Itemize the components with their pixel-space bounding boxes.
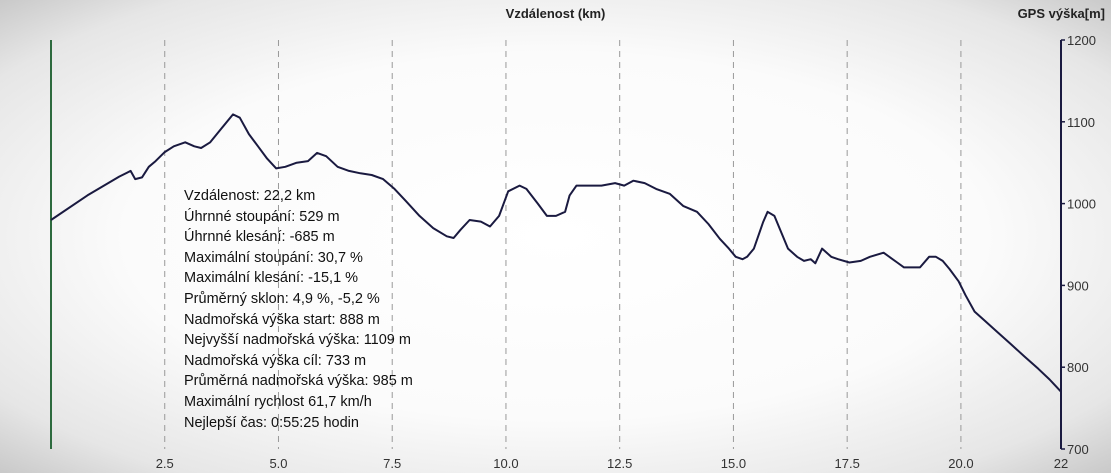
stat-best-time: Nejlepší čas: 0:55:25 hodin <box>184 414 359 431</box>
elevation-line <box>50 113 1062 393</box>
stat-average-altitude: Průměrná nadmořská výška: 985 m <box>184 373 413 390</box>
route-statistics-panel: Vzdálenost: 22,2 km Úhrnné stoupání: 529… <box>184 186 413 433</box>
x-tick-label: 22 <box>1054 456 1068 471</box>
x-tick-label: 5.0 <box>269 456 287 471</box>
y-tick-label: 1100 <box>1067 115 1095 130</box>
stat-max-ascent: Maximální stoupání: 30,7 % <box>184 249 363 266</box>
y-tick-label: 800 <box>1067 360 1089 375</box>
axes <box>50 39 1065 450</box>
y-tick-label: 900 <box>1067 278 1089 293</box>
stat-max-altitude: Nejvyšší nadmořská výška: 1109 m <box>184 332 411 349</box>
y-tick-label: 700 <box>1067 442 1089 457</box>
y-tick-label: 1000 <box>1067 197 1096 212</box>
x-axis-title: Vzdálenost (km) <box>505 6 606 21</box>
x-tick-label: 15.0 <box>721 456 746 471</box>
x-tick-label: 12.5 <box>607 456 632 471</box>
stat-distance: Vzdálenost: 22,2 km <box>184 188 316 204</box>
stat-total-ascent: Úhrnné stoupání: 529 m <box>184 208 340 225</box>
grid-lines <box>164 40 962 449</box>
stat-total-descent: Úhrnné klesání: -685 m <box>184 229 335 246</box>
stat-average-grade: Průměrný sklon: 4,9 %, -5,2 % <box>184 290 380 307</box>
x-tick-label: 20.0 <box>948 456 973 471</box>
stat-finish-altitude: Nadmořská výška cíl: 733 m <box>184 352 367 369</box>
x-tick-label: 7.5 <box>383 456 401 471</box>
stat-max-speed: Maximální rychlost 61,7 km/h <box>184 393 372 410</box>
stat-start-altitude: Nadmořská výška start: 888 m <box>184 311 380 328</box>
x-tick-label: 17.5 <box>835 456 860 471</box>
stat-max-descent: Maximální klesání: -15,1 % <box>184 270 359 287</box>
y-axis-title: GPS výška[m] <box>1017 6 1105 21</box>
x-tick-label: 2.5 <box>156 456 174 471</box>
elevation-series <box>50 113 1062 393</box>
x-tick-label: 10.0 <box>493 456 518 471</box>
y-tick-label: 1200 <box>1067 33 1096 48</box>
